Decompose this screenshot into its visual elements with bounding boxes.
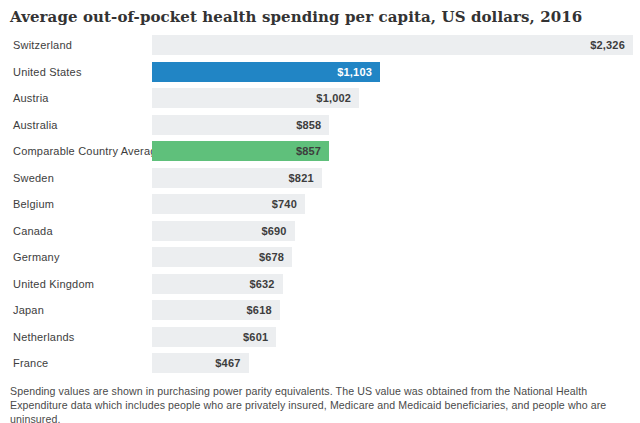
bar: $740 (152, 194, 305, 214)
chart-row: Netherlands $601 (10, 327, 630, 347)
bar: $678 (152, 247, 292, 267)
chart-row: Comparable Country Average $857 (10, 141, 630, 161)
chart-row: Germany $678 (10, 247, 630, 267)
footnote-text: Spending values are shown in purchasing … (10, 385, 632, 423)
value-label: $1,103 (337, 66, 380, 78)
chart-row: Belgium $740 (10, 194, 630, 214)
bar: $467 (152, 353, 249, 373)
value-label: $740 (272, 198, 305, 210)
value-label: $821 (289, 172, 322, 184)
value-label: $632 (249, 278, 282, 290)
category-label: Germany (10, 251, 152, 263)
chart-rows: Switzerland $2,326 United States $1,103 Aust… (10, 35, 630, 373)
value-label: $678 (259, 251, 292, 263)
bar-track: $740 (152, 194, 633, 214)
bar-track: $467 (152, 353, 633, 373)
chart-footer: Spending values are shown in purchasing … (10, 385, 632, 423)
value-label: $858 (296, 119, 329, 131)
value-label: $1,002 (316, 92, 359, 104)
bar-track: $2,326 (152, 35, 633, 55)
bar: $1,002 (152, 88, 359, 108)
chart-title: Average out-of-pocket health spending pe… (10, 8, 630, 26)
value-label: $618 (247, 304, 280, 316)
category-label: Switzerland (10, 39, 152, 51)
category-label: Canada (10, 225, 152, 237)
bar-track: $618 (152, 300, 633, 320)
bar-track: $1,103 (152, 62, 633, 82)
chart-row: Switzerland $2,326 (10, 35, 630, 55)
bar-track: $858 (152, 115, 633, 135)
value-label: $467 (215, 357, 248, 369)
category-label: Japan (10, 304, 152, 316)
bar: $2,326 (152, 35, 633, 55)
bar: $632 (152, 274, 283, 294)
category-label: Sweden (10, 172, 152, 184)
value-label: $2,326 (590, 39, 633, 51)
category-label: Belgium (10, 198, 152, 210)
bar: $858 (152, 115, 329, 135)
chart-row: Australia $858 (10, 115, 630, 135)
bar: $821 (152, 168, 322, 188)
category-label: Comparable Country Average (10, 145, 152, 157)
bar-track: $678 (152, 247, 633, 267)
bar-track: $821 (152, 168, 633, 188)
value-label: $857 (296, 145, 329, 157)
bar-track: $632 (152, 274, 633, 294)
chart-row: United Kingdom $632 (10, 274, 630, 294)
bar: $857 (152, 141, 329, 161)
chart-row: Canada $690 (10, 221, 630, 241)
value-label: $690 (261, 225, 294, 237)
category-label: United Kingdom (10, 278, 152, 290)
value-label: $601 (243, 331, 276, 343)
bar-track: $601 (152, 327, 633, 347)
chart-row: United States $1,103 (10, 62, 630, 82)
bar-track: $690 (152, 221, 633, 241)
bar: $618 (152, 300, 280, 320)
category-label: Austria (10, 92, 152, 104)
bar: $1,103 (152, 62, 380, 82)
category-label: Netherlands (10, 331, 152, 343)
chart-panel: Average out-of-pocket health spending pe… (0, 0, 640, 373)
category-label: France (10, 357, 152, 369)
bar: $690 (152, 221, 295, 241)
category-label: United States (10, 66, 152, 78)
chart-row: France $467 (10, 353, 630, 373)
chart-row: Japan $618 (10, 300, 630, 320)
bar: $601 (152, 327, 276, 347)
category-label: Australia (10, 119, 152, 131)
bar-track: $857 (152, 141, 633, 161)
bar-track: $1,002 (152, 88, 633, 108)
chart-row: Sweden $821 (10, 168, 630, 188)
chart-row: Austria $1,002 (10, 88, 630, 108)
